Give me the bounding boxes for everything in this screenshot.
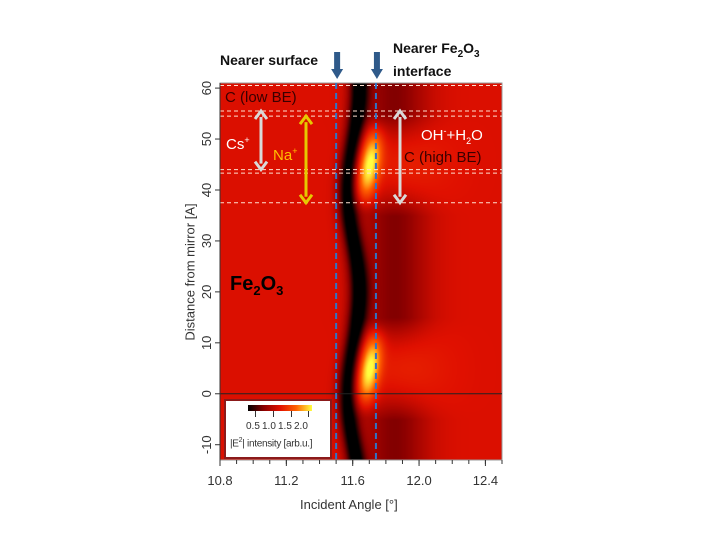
- text: |E: [230, 438, 239, 450]
- annotation-fe2o3: Fe2O3: [230, 273, 283, 298]
- colorbar-tick-mark: [255, 411, 257, 417]
- text: O: [471, 127, 483, 144]
- text: Cs: [226, 136, 245, 153]
- y-tick-label: 10: [199, 336, 214, 350]
- text: | intensity [arb.u.]: [242, 438, 313, 450]
- x-tick-label: 12.4: [473, 473, 498, 488]
- text: Fe: [230, 273, 254, 295]
- sub: 2: [253, 283, 261, 298]
- y-tick-label: 60: [199, 81, 214, 95]
- x-tick-label: 10.8: [207, 473, 232, 488]
- header-nearer-surface: Nearer surface: [220, 52, 319, 68]
- cs-range-arrow-head-down: [253, 160, 269, 173]
- annotation-c-high: C (high BE): [404, 149, 482, 166]
- sub: 3: [276, 283, 284, 298]
- subscript: 2: [457, 48, 464, 60]
- subscript: 3: [474, 48, 480, 60]
- oh-range-arrow-head-up: [392, 108, 408, 120]
- down-arrow-icon: [370, 69, 383, 79]
- y-tick-label: 30: [199, 234, 214, 248]
- annotation-c-low: C (low BE): [225, 89, 297, 106]
- y-tick-label: 50: [199, 132, 214, 146]
- heatmap-canvas: [220, 83, 502, 460]
- down-arrow-shaft: [373, 52, 380, 70]
- text: Na: [273, 147, 293, 164]
- colorbar-ticks: [226, 411, 330, 417]
- cs-range-arrow-head-up: [253, 108, 269, 120]
- header-text: O: [463, 40, 475, 56]
- x-tick-label: 11.2: [274, 473, 298, 488]
- y-tick-label: 0: [199, 390, 214, 397]
- x-tick-label: 12.0: [406, 473, 431, 488]
- header-nearer-interface: Nearer Fe2O3 interface: [393, 40, 480, 79]
- down-arrow-icon: [331, 69, 344, 79]
- annotation-oh-h2o: OH-+H2O: [421, 126, 483, 146]
- colorbar-tick: 0.5: [246, 421, 260, 432]
- y-tick-label: -10: [199, 435, 214, 454]
- annotation-cs: Cs+: [226, 135, 250, 153]
- text: OH: [421, 127, 444, 144]
- sup: 2: [238, 437, 243, 444]
- colorbar-tick: 1.0: [262, 421, 276, 432]
- y-axis-label: Distance from mirror [A]: [182, 203, 198, 341]
- y-tick-label: 40: [199, 183, 214, 197]
- header-text: interface: [393, 62, 452, 79]
- text: O: [260, 273, 277, 295]
- na-range-arrow-head-up: [298, 113, 314, 126]
- colorbar-tick-mark: [272, 411, 274, 417]
- colorbar-tick-labels: 0.5 1.0 1.5 2.0: [246, 421, 310, 432]
- colorbar-label: |E2| intensity [arb.u.]: [230, 437, 313, 450]
- header-text: Nearer Fe: [393, 40, 458, 56]
- annotation-na: Na+: [273, 146, 297, 164]
- colorbar: [248, 405, 312, 411]
- sup: +: [292, 146, 298, 156]
- colorbar-legend: 0.5 1.0 1.5 2.0 |E2| intensity [arb.u.]: [224, 399, 332, 459]
- colorbar-tick: 2.0: [294, 421, 308, 432]
- sup: +: [244, 135, 250, 145]
- x-axis-label: Incident Angle [°]: [300, 497, 398, 512]
- x-tick-label: 11.6: [341, 473, 365, 488]
- text: +H: [446, 127, 467, 144]
- oh-range-arrow-head-down: [392, 193, 408, 206]
- y-tick-label: 20: [199, 285, 214, 299]
- colorbar-tick-mark: [308, 411, 310, 417]
- colorbar-tick-mark: [290, 411, 292, 417]
- sub: 2: [466, 136, 472, 146]
- down-arrow-shaft: [334, 52, 341, 70]
- sup: -: [443, 126, 447, 136]
- na-range-arrow-head-down: [298, 193, 314, 206]
- colorbar-tick: 1.5: [278, 421, 292, 432]
